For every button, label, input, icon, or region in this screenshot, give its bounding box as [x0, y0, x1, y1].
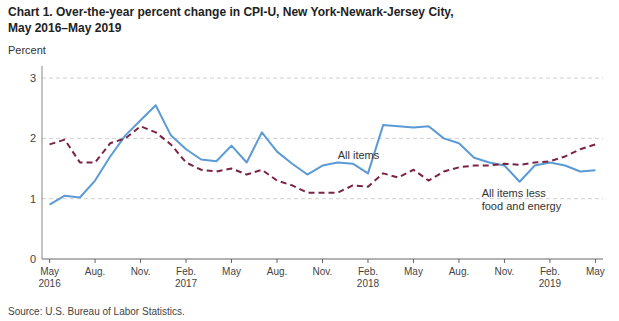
text-line: Feb. [540, 266, 560, 277]
x-tick-label: May [586, 266, 605, 277]
series-line [50, 105, 596, 205]
text-line: May [222, 266, 241, 277]
annotation: All items lessfood and energy [482, 187, 562, 212]
text-line: 2017 [175, 278, 198, 289]
text-line: food and energy [482, 200, 562, 212]
x-tick [277, 259, 278, 263]
x-tick-label: May2016 [38, 266, 61, 289]
x-tick [186, 259, 187, 263]
x-tick [413, 259, 414, 263]
subtitle: May 2016–May 2019 [8, 21, 122, 35]
text-line: May [586, 266, 605, 277]
text-line: Aug. [449, 266, 470, 277]
x-tick-label: Nov. [313, 266, 333, 277]
text-line: Nov. [131, 266, 151, 277]
source: Source: U.S. Bureau of Labor Statistics. [8, 306, 185, 317]
y-tick-label: 2 [30, 132, 36, 144]
y-axis-line [42, 66, 43, 259]
x-tick [49, 259, 50, 263]
x-tick-label: May [404, 266, 423, 277]
text-line: 2019 [539, 278, 562, 289]
text-line: Nov. [313, 266, 333, 277]
x-tick [322, 259, 323, 263]
x-tick [595, 259, 596, 263]
x-tick-label: Aug. [267, 266, 288, 277]
x-tick-label: Aug. [449, 266, 470, 277]
text-line: All items less [482, 187, 547, 199]
x-tick-label: Nov. [131, 266, 151, 277]
text-line: All items [338, 149, 380, 161]
text-line: 2018 [357, 278, 380, 289]
x-tick [458, 259, 459, 263]
x-tick [95, 259, 96, 263]
text-line: May [40, 266, 59, 277]
y-tick-label: 1 [30, 193, 36, 205]
title: Chart 1. Over-the-year percent change in… [8, 5, 454, 19]
y-tick-label: 3 [30, 72, 36, 84]
x-tick-label: Feb.2018 [357, 266, 380, 289]
chart: Chart 1. Over-the-year percent change in… [0, 0, 619, 321]
series-line [50, 126, 596, 192]
text-line: 2016 [38, 278, 61, 289]
text-line: Feb. [358, 266, 378, 277]
x-tick [549, 259, 550, 263]
text-line: Aug. [85, 266, 106, 277]
text-line: May [404, 266, 423, 277]
x-tick [231, 259, 232, 263]
x-tick [367, 259, 368, 263]
y-tick-label: 0 [30, 253, 36, 265]
x-tick-label: May [222, 266, 241, 277]
annotation: All items [338, 149, 380, 161]
text-line: Aug. [267, 266, 288, 277]
text-line: Nov. [495, 266, 515, 277]
x-tick [140, 259, 141, 263]
x-tick-label: Feb.2019 [539, 266, 562, 289]
x-tick-label: Feb.2017 [175, 266, 198, 289]
grid-line [42, 138, 603, 139]
x-tick-label: Nov. [495, 266, 515, 277]
plot-area [50, 105, 596, 205]
y-axis-label: Percent [8, 44, 46, 56]
text-line: Feb. [176, 266, 196, 277]
x-tick [504, 259, 505, 263]
x-tick-label: Aug. [85, 266, 106, 277]
grid-line [42, 78, 603, 79]
